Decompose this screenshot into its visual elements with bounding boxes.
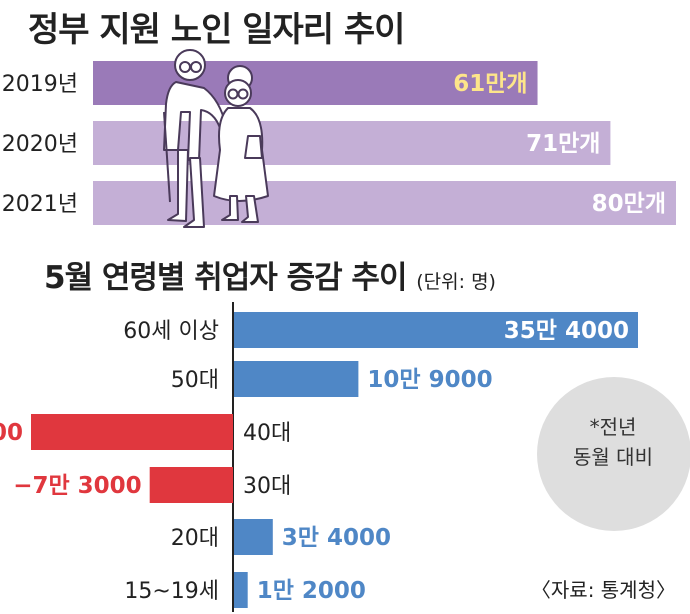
chart-title-employment-text: 5월 연령별 취업자 증감 추이	[44, 260, 407, 296]
chart-title-employment: 5월 연령별 취업자 증감 추이 (단위: 명)	[44, 252, 496, 297]
age-value-label: −17만 7000	[0, 420, 23, 446]
age-value-label: 1만 2000	[257, 578, 366, 604]
age-category-label: 40대	[243, 421, 291, 446]
jobs-category-label: 2019년	[2, 72, 78, 97]
jobs-category-label: 2020년	[2, 132, 78, 157]
age-bar	[149, 467, 233, 503]
jobs-category-label: 2021년	[2, 192, 78, 217]
age-category-label: 30대	[243, 474, 291, 499]
comparison-note-line1: *전년	[589, 415, 637, 439]
age-value-label: 35만 4000	[504, 318, 629, 344]
jobs-bar	[93, 181, 676, 225]
age-value-label: 3만 4000	[282, 525, 391, 551]
age-bar	[234, 361, 359, 397]
age-bar	[234, 312, 638, 348]
age-value-label: 10만 9000	[367, 367, 492, 393]
comparison-note-line2: 동월 대비	[573, 445, 653, 469]
age-bar	[31, 414, 233, 450]
jobs-chart: 2019년 61만개 2020년 71만개 2021년 80만개	[2, 61, 676, 225]
age-category-label: 15~19세	[124, 579, 219, 604]
jobs-value-label: 71만개	[526, 131, 600, 157]
age-chart: 60세 이상 35만 4000 50대 10만 9000 40대 −17만 7000 30대…	[0, 302, 638, 612]
elderly-couple-illustration	[163, 49, 269, 228]
age-bar	[234, 519, 273, 555]
jobs-value-label: 80만개	[592, 191, 666, 217]
age-value-label: −7만 3000	[13, 473, 141, 499]
note-circle	[537, 377, 690, 531]
jobs-value-label: 61만개	[453, 71, 527, 97]
age-category-label: 50대	[171, 368, 219, 393]
age-bar	[234, 572, 248, 608]
chart-title-jobs: 정부 지원 노인 일자리 추이	[28, 10, 405, 50]
age-category-label: 60세 이상	[123, 319, 219, 344]
source-note: 〈자료: 통계청〉	[530, 578, 676, 602]
unit-note: (단위: 명)	[416, 271, 496, 293]
age-category-label: 20대	[171, 526, 219, 551]
comparison-note: *전년 동월 대비	[560, 412, 666, 472]
